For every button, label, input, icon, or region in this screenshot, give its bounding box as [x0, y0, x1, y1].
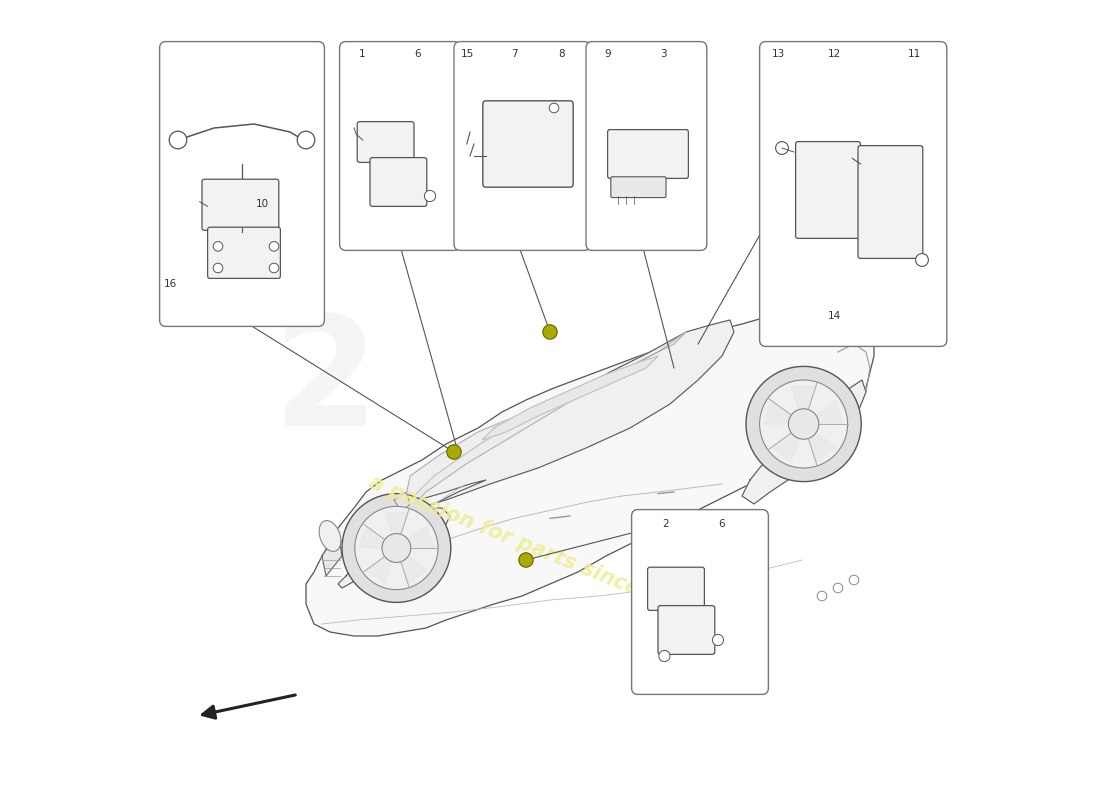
Circle shape [776, 142, 789, 154]
Text: 15: 15 [461, 50, 474, 59]
FancyBboxPatch shape [202, 179, 278, 230]
Text: 7: 7 [510, 50, 517, 59]
Circle shape [519, 553, 534, 567]
FancyBboxPatch shape [631, 510, 769, 694]
FancyBboxPatch shape [358, 122, 414, 162]
Circle shape [270, 242, 278, 251]
Circle shape [542, 325, 558, 339]
Circle shape [270, 263, 278, 273]
Circle shape [549, 103, 559, 113]
FancyBboxPatch shape [648, 567, 704, 610]
Circle shape [213, 263, 223, 273]
Polygon shape [338, 508, 450, 588]
Polygon shape [402, 320, 734, 516]
Circle shape [355, 506, 438, 590]
Ellipse shape [319, 521, 341, 551]
FancyBboxPatch shape [370, 158, 427, 206]
Polygon shape [764, 401, 791, 424]
Text: 11: 11 [908, 50, 921, 59]
FancyBboxPatch shape [340, 42, 461, 250]
Circle shape [297, 131, 315, 149]
Circle shape [425, 190, 436, 202]
FancyBboxPatch shape [858, 146, 923, 258]
Circle shape [817, 591, 827, 601]
Text: 9: 9 [604, 50, 611, 59]
Polygon shape [366, 557, 392, 584]
FancyBboxPatch shape [208, 227, 280, 278]
Text: 3: 3 [660, 50, 667, 59]
FancyBboxPatch shape [610, 177, 665, 198]
Circle shape [169, 131, 187, 149]
Polygon shape [808, 433, 836, 462]
Circle shape [382, 534, 410, 562]
Polygon shape [408, 526, 433, 548]
Text: 12: 12 [827, 50, 840, 59]
Text: a passion for parts since 1985: a passion for parts since 1985 [365, 472, 702, 624]
Text: 8: 8 [559, 50, 565, 59]
Circle shape [746, 366, 861, 482]
Polygon shape [359, 526, 385, 548]
Circle shape [447, 445, 461, 459]
Text: 2: 2 [662, 519, 669, 529]
FancyBboxPatch shape [607, 130, 689, 178]
Text: 6: 6 [415, 50, 421, 59]
FancyBboxPatch shape [586, 42, 707, 250]
FancyBboxPatch shape [760, 42, 947, 346]
Polygon shape [402, 332, 686, 516]
Polygon shape [742, 380, 866, 504]
Polygon shape [385, 512, 408, 534]
Polygon shape [482, 356, 658, 440]
Text: 2: 2 [273, 310, 380, 458]
Text: 13: 13 [771, 50, 784, 59]
Text: 1: 1 [359, 50, 365, 59]
Circle shape [713, 634, 724, 646]
Polygon shape [771, 433, 799, 462]
Polygon shape [400, 557, 427, 584]
Polygon shape [322, 480, 486, 556]
Text: 10: 10 [255, 199, 268, 209]
Text: 6: 6 [718, 519, 725, 529]
Polygon shape [791, 386, 816, 410]
Polygon shape [394, 492, 410, 512]
FancyBboxPatch shape [454, 42, 591, 250]
Circle shape [659, 650, 670, 662]
Circle shape [915, 254, 928, 266]
Circle shape [760, 380, 848, 468]
Polygon shape [306, 308, 874, 636]
Circle shape [342, 494, 451, 602]
FancyBboxPatch shape [160, 42, 324, 326]
Polygon shape [322, 532, 342, 576]
FancyBboxPatch shape [795, 142, 860, 238]
FancyBboxPatch shape [658, 606, 715, 654]
Polygon shape [816, 401, 844, 424]
Circle shape [849, 575, 859, 585]
Circle shape [213, 242, 223, 251]
Circle shape [833, 583, 843, 593]
Text: 14: 14 [827, 311, 840, 321]
FancyBboxPatch shape [483, 101, 573, 187]
Circle shape [789, 409, 818, 439]
Text: 16: 16 [164, 279, 177, 289]
